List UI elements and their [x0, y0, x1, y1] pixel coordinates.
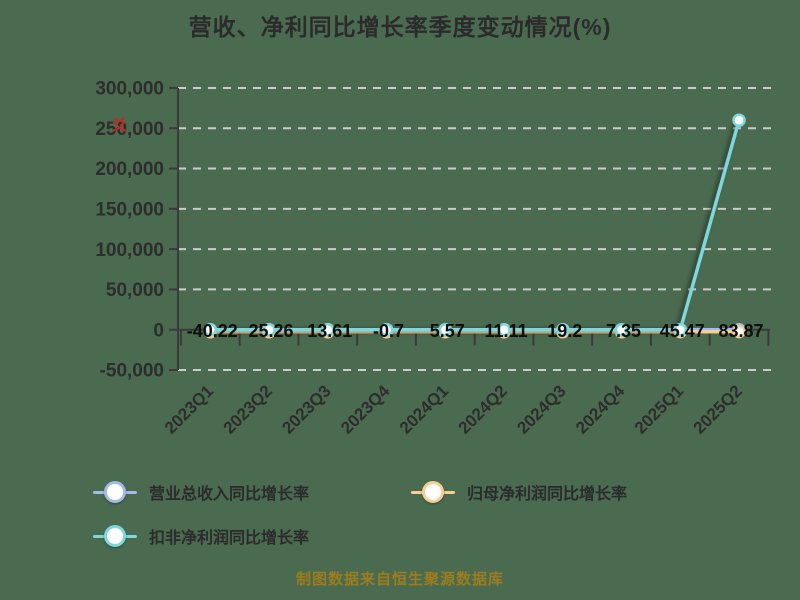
data-point-marker[interactable] [203, 322, 218, 337]
y-axis-label: 100,000 [95, 240, 164, 261]
point-value-label: 7.35 [606, 321, 641, 341]
x-axis-label: 2023Q1 [161, 381, 217, 437]
legend-label: 扣非净利润同比增长率 [149, 530, 310, 547]
y-axis-label: 200,000 [95, 159, 164, 180]
y-axis-label: 250,000 [95, 119, 164, 140]
point-value-label: 83.87 [719, 321, 764, 341]
x-axis-label: 2024Q4 [572, 381, 629, 438]
y-axis-label: -50,000 [100, 361, 164, 382]
x-axis-label: 2024Q1 [396, 381, 452, 437]
x-axis-label: 2024Q3 [513, 381, 569, 437]
y-axis-label: 300,000 [95, 79, 164, 100]
series-line [208, 118, 741, 332]
data-point-marker[interactable] [497, 322, 511, 337]
data-point-marker[interactable] [732, 113, 746, 127]
point-value-label: -0.7 [373, 321, 404, 341]
legend-item-ex-items-profit-growth[interactable]: 扣非净利润同比增长率 [93, 522, 309, 550]
y-axis-label: 0 [153, 320, 164, 341]
legend-item-revenue-growth[interactable]: 营业总收入同比增长率 [93, 478, 309, 506]
data-point-marker[interactable] [262, 322, 276, 337]
point-value-label: 19.2 [547, 321, 582, 341]
legend-line-marker-icon [411, 480, 455, 504]
red-watermark-glyph: 爻 [112, 117, 128, 134]
data-point-marker[interactable] [438, 322, 453, 337]
data-source-footer: 制图数据来自恒生聚源数据库 [295, 571, 504, 588]
legend-label: 营业总收入同比增长率 [149, 486, 310, 503]
x-axis-label: 2025Q1 [631, 381, 687, 437]
point-value-label: 5.57 [430, 321, 465, 341]
point-value-label: 11.11 [485, 321, 528, 341]
data-point-marker[interactable] [673, 322, 688, 337]
chart-title: 营收、净利同比增长率季度变动情况(%) [188, 14, 612, 40]
x-axis-label: 2025Q2 [690, 381, 746, 437]
data-point-marker[interactable] [614, 322, 629, 337]
x-axis-label: 2024Q2 [455, 381, 511, 437]
x-axis-label: 2023Q3 [278, 381, 334, 437]
legend-item-net-profit-growth[interactable]: 归母净利润同比增长率 [411, 478, 627, 506]
data-point-marker[interactable] [321, 322, 335, 337]
y-axis-label: 50,000 [106, 280, 164, 301]
y-axis-label: 150,000 [95, 199, 164, 220]
x-axis-label: 2023Q2 [220, 381, 276, 437]
legend-label: 归母净利润同比增长率 [467, 486, 628, 503]
data-point-marker[interactable] [379, 322, 394, 337]
legend-line-marker-icon [93, 524, 137, 548]
legend-line-marker-icon [93, 480, 137, 504]
point-value-label: 45.47 [660, 321, 705, 341]
data-point-marker[interactable] [556, 322, 570, 337]
x-axis-label: 2023Q4 [337, 381, 394, 438]
data-point-marker[interactable] [732, 324, 746, 339]
point-value-label: 25.26 [249, 321, 294, 341]
point-value-label: -40.22 [187, 321, 238, 341]
point-value-label: 13.61 [307, 321, 352, 341]
